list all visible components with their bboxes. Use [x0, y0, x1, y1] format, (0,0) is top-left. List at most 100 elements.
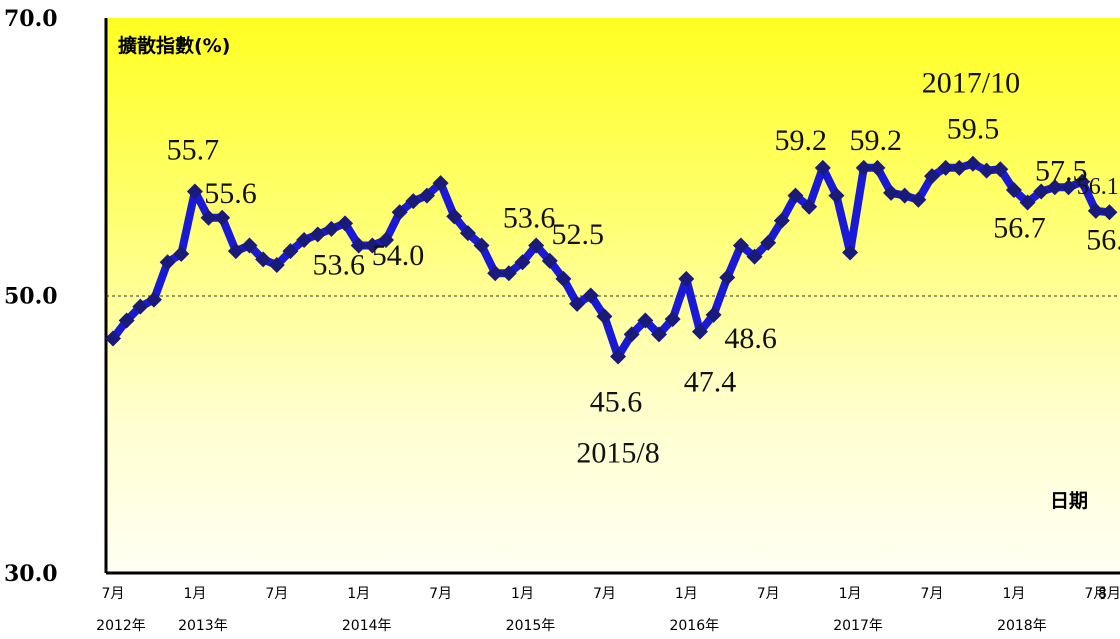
- x-tick-month: 1月: [675, 586, 698, 602]
- data-point-marker: [896, 187, 913, 204]
- data-point-marker: [1060, 179, 1077, 196]
- data-label: 57.5: [1035, 154, 1088, 187]
- data-point-marker: [637, 312, 654, 329]
- data-point-marker: [255, 251, 272, 268]
- data-label: 59.5: [947, 113, 1000, 146]
- data-point-marker: [173, 245, 190, 262]
- data-point-marker: [214, 209, 231, 226]
- data-point-marker: [705, 306, 722, 323]
- x-axis-title: 日期: [1050, 490, 1088, 512]
- data-point-marker: [664, 311, 681, 328]
- data-point-marker: [924, 168, 940, 185]
- data-label: 55.7: [167, 133, 220, 166]
- data-point-marker: [473, 237, 490, 254]
- data-point-marker: [378, 232, 394, 248]
- data-point-marker: [1005, 182, 1022, 199]
- data-point-marker: [405, 193, 422, 210]
- data-point-marker: [1087, 202, 1104, 219]
- data-point-marker: [391, 204, 408, 221]
- data-label: 55.6: [204, 177, 257, 210]
- data-point-marker: [814, 159, 831, 176]
- data-point-marker: [964, 155, 981, 172]
- x-tick-year: 2016年: [669, 618, 719, 634]
- data-point-marker: [350, 237, 367, 254]
- data-point-marker: [678, 270, 695, 287]
- data-point-marker: [978, 162, 995, 179]
- data-label: 54.0: [372, 239, 425, 272]
- x-tick-year: 2015年: [506, 618, 556, 634]
- data-point-marker: [487, 265, 504, 282]
- data-point-marker: [309, 226, 326, 243]
- y-tick-label: 30.0: [4, 561, 58, 587]
- x-tick-month: 8月: [1098, 586, 1120, 602]
- data-point-marker: [514, 254, 531, 271]
- data-point-marker: [323, 220, 340, 237]
- data-point-marker: [186, 183, 203, 200]
- data-point-marker: [500, 265, 517, 282]
- x-tick-month: 1月: [511, 586, 534, 602]
- data-point-marker: [691, 323, 708, 340]
- data-label: 53.6: [503, 202, 556, 235]
- y-tick-label: 50.0: [4, 284, 58, 310]
- data-point-marker: [951, 159, 968, 176]
- data-point-marker: [145, 291, 162, 308]
- data-point-marker: [555, 270, 572, 287]
- data-point-marker: [337, 215, 354, 232]
- data-label: 59.2: [775, 124, 828, 157]
- data-point-marker: [1033, 183, 1050, 200]
- data-label: 2017/10: [922, 67, 1020, 100]
- data-point-marker: [1101, 204, 1118, 221]
- data-label: 56.7: [993, 212, 1046, 245]
- data-label: 53.6: [312, 249, 365, 282]
- data-label: 56.1: [1077, 174, 1119, 200]
- data-label: 59.2: [850, 124, 903, 157]
- data-label: 2015/8: [576, 437, 659, 470]
- data-point-marker: [760, 234, 777, 251]
- data-point-marker: [296, 232, 313, 248]
- data-point-marker: [159, 254, 176, 271]
- data-point-marker: [582, 287, 599, 304]
- x-tick-month: 1月: [839, 586, 862, 602]
- data-point-marker: [651, 326, 667, 343]
- data-point-marker: [746, 248, 763, 265]
- data-point-marker: [610, 348, 627, 365]
- data-point-marker: [132, 298, 149, 315]
- data-point-marker: [418, 187, 435, 204]
- data-point-marker: [1019, 194, 1036, 211]
- data-label: 47.4: [684, 366, 737, 399]
- data-point-marker: [828, 187, 845, 204]
- x-tick-year: 2014年: [342, 618, 392, 634]
- data-point-marker: [842, 244, 859, 261]
- x-tick-month: 7月: [429, 586, 452, 602]
- data-point-marker: [623, 326, 640, 343]
- data-point-marker: [801, 198, 818, 215]
- data-point-marker: [869, 159, 886, 176]
- data-point-marker: [446, 208, 463, 225]
- data-point-marker: [541, 252, 558, 269]
- x-tick-month: 1月: [183, 586, 206, 602]
- x-tick-year: 2018年: [997, 618, 1047, 634]
- x-tick-month: 1月: [1002, 586, 1025, 602]
- data-point-marker: [883, 184, 900, 201]
- data-point-marker: [200, 209, 217, 226]
- data-point-marker: [569, 295, 586, 312]
- data-point-marker: [364, 237, 381, 254]
- data-point-marker: [1074, 173, 1091, 190]
- data-point-marker: [787, 187, 804, 204]
- data-point-marker: [992, 161, 1009, 178]
- data-point-marker: [937, 159, 954, 176]
- x-tick-month: 7月: [757, 586, 780, 602]
- data-label: 48.6: [724, 322, 777, 355]
- data-label: 52.5: [552, 218, 605, 251]
- x-tick-month: 7月: [921, 586, 944, 602]
- x-tick-year: 2017年: [833, 618, 883, 634]
- data-point-marker: [732, 237, 749, 254]
- data-point-marker: [773, 212, 790, 229]
- data-point-marker: [855, 159, 872, 176]
- x-tick-year: 2013年: [178, 618, 228, 634]
- data-point-marker: [1046, 179, 1063, 196]
- data-point-marker: [118, 312, 135, 329]
- y-axis-title: 擴散指數(%): [118, 34, 230, 57]
- data-point-marker: [227, 243, 244, 260]
